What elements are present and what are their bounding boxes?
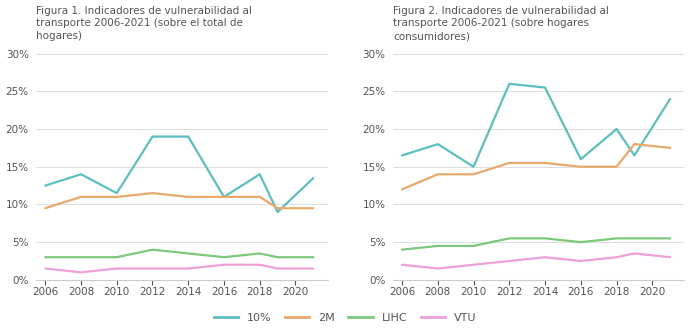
Legend: 10%, 2M, LIHC, VTU: 10%, 2M, LIHC, VTU [209, 309, 481, 327]
Text: Figura 1. Indicadores de vulnerabilidad al
transporte 2006-2021 (sobre el total : Figura 1. Indicadores de vulnerabilidad … [37, 6, 252, 41]
Text: Figura 2. Indicadores de vulnerabilidad al
transporte 2006-2021 (sobre hogares
c: Figura 2. Indicadores de vulnerabilidad … [393, 6, 609, 41]
